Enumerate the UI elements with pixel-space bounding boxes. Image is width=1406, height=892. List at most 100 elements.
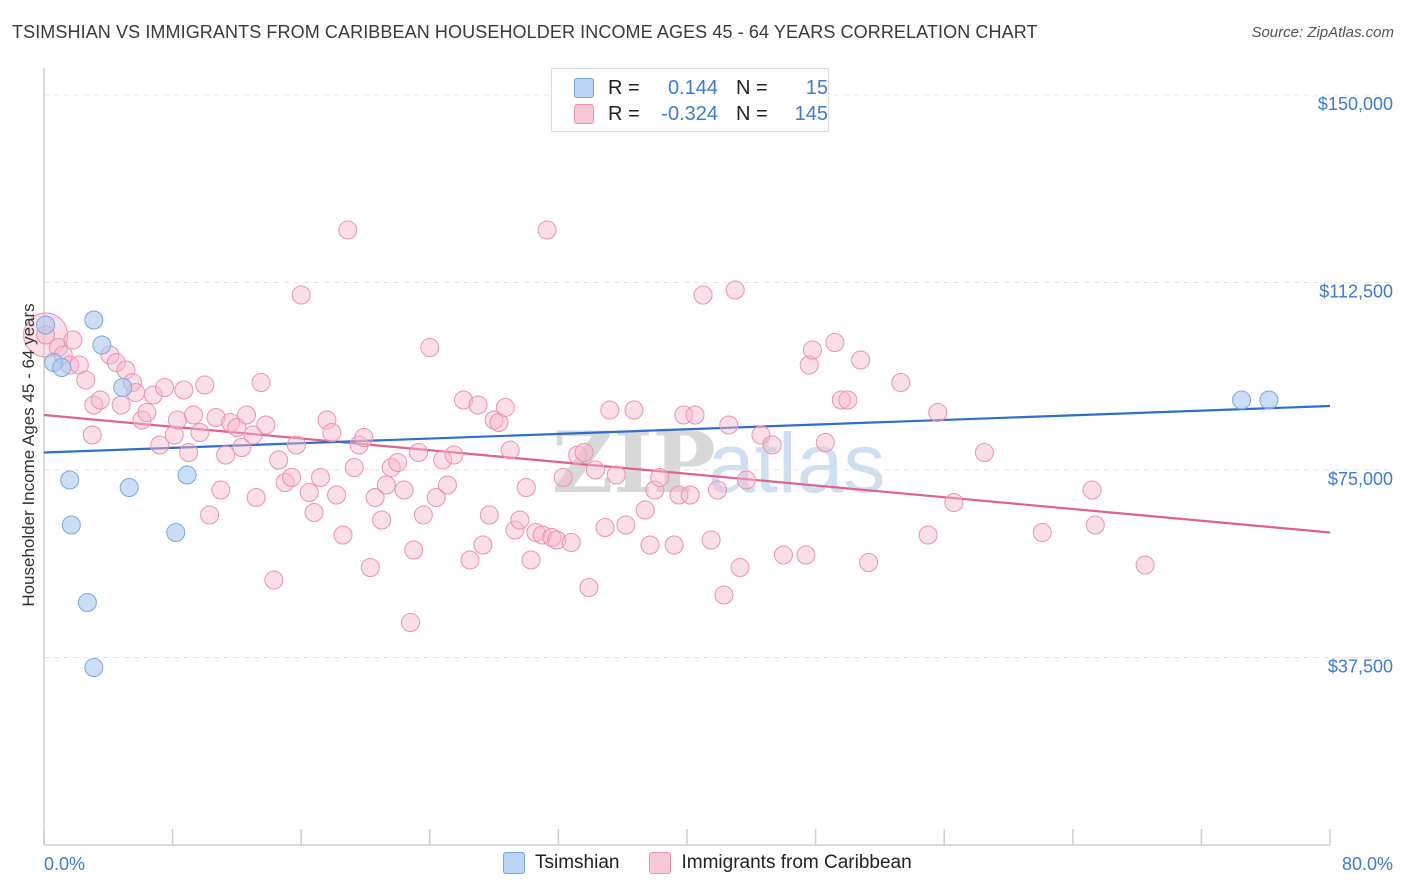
caribbean-point [155,378,175,397]
caribbean-point [762,435,782,455]
caribbean-point [579,578,599,597]
caribbean-point [650,468,670,487]
caribbean-point [825,333,845,352]
caribbean-point [693,285,713,305]
caribbean-point [106,353,126,372]
caribbean-point [891,373,911,392]
caribbean-point [388,453,408,472]
caribbean-point [143,385,163,405]
tsimshian-point [119,478,139,497]
caribbean-point [974,443,994,462]
legend-swatch-caribbean [574,104,594,124]
series-legend-caribbean[interactable]: Immigrants from Caribbean [649,852,912,874]
caribbean-point [574,443,594,462]
tsimshian-point [113,378,133,397]
tsimshian-point [166,523,186,542]
caribbean-point [851,350,871,370]
caribbean-point [505,520,525,540]
caribbean-point [1032,523,1052,542]
y-axis-title: Householder Income Ages 45 - 64 years [19,303,38,606]
caribbean-point [111,395,131,415]
caribbean-point [815,433,835,452]
caribbean-point [918,525,938,545]
caribbean-point [84,395,104,415]
legend-n-label: N = [736,102,768,125]
tsimshian-point [177,465,197,485]
caribbean-point [561,533,581,552]
caribbean-point [838,390,858,410]
caribbean-point [251,373,271,392]
caribbean-point [360,558,380,577]
caribbean-point [736,470,756,490]
caribbean-point [645,480,665,500]
axes [43,68,1331,846]
caribbean-point [264,570,284,590]
caribbean-point [773,545,793,565]
caribbean-point [354,428,374,447]
caribbean-point [338,220,358,240]
caribbean-point [468,395,488,415]
caribbean-point [426,488,446,507]
caribbean-point-large [23,312,69,358]
caribbean-point [409,443,429,462]
caribbean-point [381,458,401,477]
legend-r-label: R = [608,76,640,99]
x-tick-label-min: 0.0% [44,854,85,874]
caribbean-point [802,340,822,360]
caribbean-point [404,540,424,560]
caribbean-point [516,478,536,497]
caribbean-point [216,445,236,465]
caribbean-point [600,400,620,420]
trend-lines [43,404,1331,534]
y-tick-label: $75,000 [1328,469,1393,489]
caribbean-point [211,480,231,500]
tsimshian-point [84,310,104,330]
caribbean-trend-line [43,413,1331,534]
caribbean-point [484,410,504,430]
caribbean-point [730,558,750,577]
caribbean-point [859,553,879,572]
caribbean-point [282,468,302,487]
legend-swatch-tsimshian [574,78,594,98]
x-tick-label-max: 80.0% [1342,854,1393,874]
legend-n-label: N = [736,76,768,99]
tsimshian-point [1232,390,1252,410]
caribbean-point [685,405,705,425]
caribbean-point [76,370,96,390]
caribbean-point [150,435,170,455]
series-label-tsimshian: Tsimshian [535,852,620,873]
watermark-atlas: atlas [708,416,885,510]
caribbean-point [269,450,289,470]
caribbean-point [725,280,745,300]
caribbean-point [473,535,493,555]
caribbean-point [460,550,480,570]
legend-row-caribbean: R = -0.324 N = 145 [574,102,828,126]
tsimshian-point [52,358,72,377]
chart-title: TSIMSHIAN VS IMMIGRANTS FROM CARIBBEAN H… [12,22,1038,42]
legend-r-label: R = [608,102,640,125]
tsimshian-point [77,593,97,612]
caribbean-point [286,435,306,455]
caribbean-point [624,400,644,420]
tsimshian-point [1259,390,1279,410]
caribbean-point [183,405,203,425]
caribbean-point [220,413,240,432]
caribbean-point [401,613,421,632]
series-label-caribbean: Immigrants from Caribbean [681,852,912,873]
caribbean-point [595,518,615,537]
caribbean-point [454,390,474,410]
caribbean-point [63,330,83,350]
caribbean-point [372,510,392,530]
caribbean-point [200,505,220,525]
tsimshian-point [84,658,104,677]
caribbean-point [256,415,276,435]
series-legend-tsimshian[interactable]: Tsimshian [503,852,619,874]
caribbean-point [719,415,739,435]
caribbean-point [82,425,102,445]
caribbean-point [299,483,319,502]
caribbean-point [1082,480,1102,500]
caribbean-point [680,485,700,505]
caribbean-point [237,405,257,425]
caribbean-point [195,375,215,395]
